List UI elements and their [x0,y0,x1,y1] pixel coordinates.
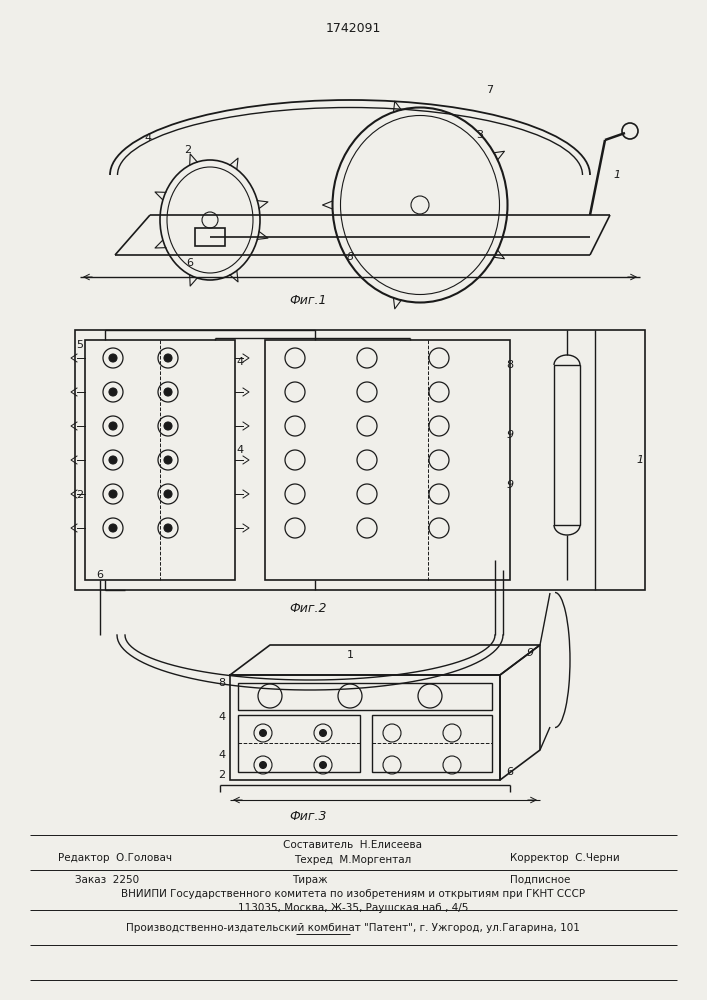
Text: Техред  М.Моргентал: Техред М.Моргентал [294,855,411,865]
Circle shape [164,490,172,498]
Circle shape [109,422,117,430]
Text: Редактор  О.Головач: Редактор О.Головач [58,853,172,863]
Text: 4: 4 [236,445,244,455]
Circle shape [164,388,172,396]
Bar [265,340,510,580]
Circle shape [109,524,117,532]
Circle shape [259,762,267,768]
Text: 3: 3 [477,130,484,140]
Text: 6: 6 [187,258,194,268]
Text: 9: 9 [506,430,513,440]
Text: 7: 7 [486,85,493,95]
Text: 2: 2 [185,145,192,155]
Circle shape [320,730,327,736]
Text: Корректор  С.Черни: Корректор С.Черни [510,853,620,863]
Text: 6: 6 [506,767,513,777]
Circle shape [164,354,172,362]
Circle shape [164,524,172,532]
Text: 8: 8 [506,360,513,370]
Text: Фиг.3: Фиг.3 [289,810,327,822]
Bar [238,683,492,710]
Circle shape [259,730,267,736]
Text: 4: 4 [218,712,226,722]
Text: 9: 9 [527,648,534,658]
Bar [75,330,645,590]
Circle shape [109,456,117,464]
Circle shape [164,456,172,464]
Bar [230,675,500,780]
Text: Фиг.2: Фиг.2 [289,601,327,614]
Text: 1: 1 [614,170,621,180]
Text: 8: 8 [218,678,226,688]
Text: 1: 1 [636,455,643,465]
Circle shape [320,762,327,768]
Text: 113035, Москва, Ж-35, Раушская наб., 4/5: 113035, Москва, Ж-35, Раушская наб., 4/5 [238,903,468,913]
Text: Производственно-издательский комбинат "Патент", г. Ужгород, ул.Гагарина, 101: Производственно-издательский комбинат "П… [126,923,580,933]
Text: 4: 4 [236,357,244,367]
Text: ВНИИПИ Государственного комитета по изобретениям и открытиям при ГКНТ СССР: ВНИИПИ Государственного комитета по изоб… [121,889,585,899]
Text: 5: 5 [76,340,83,350]
Text: Составитель  Н.Елисеева: Составитель Н.Елисеева [284,840,423,850]
Text: 9: 9 [506,480,513,490]
Text: 2: 2 [76,490,83,500]
Text: Заказ  2250: Заказ 2250 [75,875,139,885]
Text: 1742091: 1742091 [325,21,380,34]
Bar [554,365,580,525]
Circle shape [109,354,117,362]
Text: 4: 4 [218,750,226,760]
Text: Подписное: Подписное [510,875,570,885]
Text: 6: 6 [96,570,103,580]
Bar [372,715,492,772]
Circle shape [109,388,117,396]
Text: Фиг.1: Фиг.1 [289,294,327,306]
Circle shape [109,490,117,498]
Bar [238,715,360,772]
Circle shape [164,422,172,430]
Text: Тираж: Тираж [292,875,328,885]
Text: 1: 1 [346,650,354,660]
Text: 4: 4 [144,133,151,143]
Bar [195,228,225,246]
Bar [85,340,235,580]
Text: 2: 2 [218,770,226,780]
Text: 8: 8 [346,252,354,262]
